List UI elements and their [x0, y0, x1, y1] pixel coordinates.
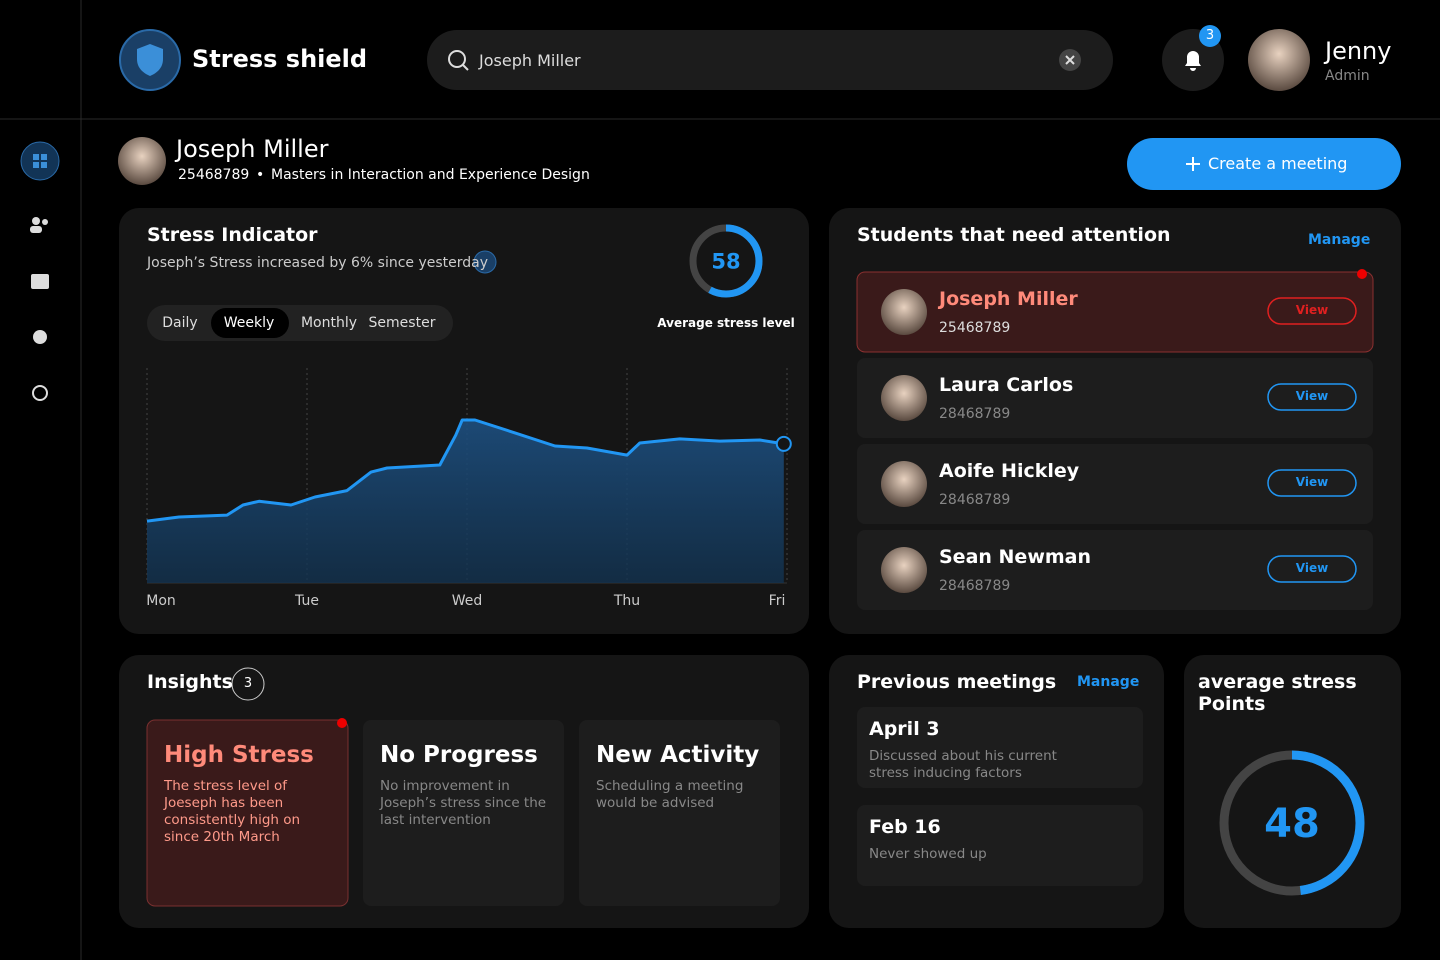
- area: [147, 420, 784, 583]
- profile-program: Masters in Interaction and Experience De…: [271, 167, 590, 183]
- student-avatar: [881, 547, 927, 593]
- student-id: 28468789: [939, 406, 1011, 422]
- student-name: Sean Newman: [939, 546, 1092, 568]
- view-label[interactable]: View: [1295, 389, 1329, 403]
- student-name: Aoife Hickley: [939, 460, 1080, 482]
- insight-title: New Activity: [596, 742, 760, 768]
- student-row: [857, 444, 1373, 524]
- student-name: Joseph Miller: [939, 288, 1078, 310]
- stress-title: Stress Indicator: [147, 224, 318, 246]
- gauge-arc: [689, 224, 763, 298]
- student-row: [857, 530, 1373, 610]
- user-avatar[interactable]: [1248, 29, 1310, 91]
- x-tick-label: Fri: [769, 593, 786, 609]
- search-text[interactable]: Joseph Miller: [479, 51, 581, 70]
- view-button[interactable]: [1267, 383, 1357, 411]
- badge-count: 3: [1205, 28, 1215, 43]
- insights-title: Insights: [147, 671, 233, 693]
- insight-card: [579, 720, 780, 906]
- x-tick-label: Thu: [613, 593, 640, 609]
- trend-icon: [473, 250, 497, 274]
- meetings-title: Previous meetings: [857, 671, 1057, 693]
- view-button[interactable]: [1267, 297, 1357, 325]
- student-row: [857, 358, 1373, 438]
- student-id: 25468789: [939, 320, 1011, 336]
- student-name: Laura Carlos: [939, 374, 1074, 396]
- bell-icon: [1185, 51, 1201, 71]
- tab[interactable]: Daily: [162, 315, 198, 331]
- badge: [1199, 25, 1221, 47]
- student-row: [856, 271, 1374, 353]
- insight-card: [363, 720, 564, 906]
- insight-text: Scheduling a meeting would be advised: [596, 778, 744, 811]
- meetings-card: [829, 655, 1164, 928]
- gauge-label: Average stress level: [657, 316, 795, 330]
- tab[interactable]: Semester: [368, 315, 436, 331]
- tab[interactable]: Monthly: [300, 315, 358, 331]
- nav-dashboard[interactable]: [20, 141, 60, 181]
- view-button[interactable]: [1267, 469, 1357, 497]
- alert-dot: [337, 718, 347, 728]
- alert-dot: [1357, 269, 1367, 279]
- view-label[interactable]: View: [1295, 561, 1329, 575]
- create-button[interactable]: [1127, 138, 1401, 190]
- insight-text: The stress level of Joeseph has been con…: [164, 778, 301, 845]
- view-label[interactable]: View: [1295, 475, 1329, 489]
- search-icon: [448, 50, 466, 68]
- x-tick-label: Mon: [146, 593, 176, 609]
- active-tab: [211, 308, 289, 338]
- insight-title: No Progress: [380, 742, 538, 768]
- student-id: 28468789: [939, 492, 1011, 508]
- meeting-card: [857, 707, 1143, 788]
- search-box[interactable]: [427, 30, 1113, 90]
- student-avatar: [881, 375, 927, 421]
- meeting-date: Feb 16: [869, 816, 941, 838]
- student-id: 28468789: [939, 578, 1011, 594]
- profile-name: Joseph Miller: [176, 135, 329, 163]
- meeting-text: Never showed up: [869, 846, 987, 862]
- insight-card: [146, 719, 349, 907]
- create-label[interactable]: Create a meeting: [1208, 154, 1348, 173]
- stress-subtitle: Joseph’s Stress increased by 6% since ye…: [147, 255, 489, 271]
- student-avatar: [881, 461, 927, 507]
- average-title: average stress Points: [1198, 671, 1357, 715]
- meeting-card: [857, 805, 1143, 886]
- tab[interactable]: Weekly: [223, 315, 275, 331]
- view-button[interactable]: [1267, 555, 1357, 583]
- nav-icons[interactable]: [30, 217, 49, 401]
- profile-avatar: [118, 137, 166, 185]
- insight-text: No improvement in Joseph’s stress since …: [380, 778, 547, 828]
- brand: Stress shield: [192, 45, 368, 73]
- view-label[interactable]: View: [1295, 303, 1329, 317]
- students-title: Students that need attention: [857, 224, 1171, 246]
- x-tick-label: Tue: [294, 593, 319, 609]
- insight-title: High Stress: [164, 742, 314, 768]
- line: [146, 418, 785, 523]
- shield-icon: [137, 44, 163, 76]
- students-manage[interactable]: Manage: [1308, 232, 1371, 248]
- separator: •: [256, 167, 265, 183]
- user-role: Admin: [1325, 68, 1370, 84]
- x-tick-label: Wed: [452, 593, 483, 609]
- count-circle: [231, 667, 265, 701]
- student-avatar: [881, 289, 927, 335]
- meetings-manage[interactable]: Manage: [1077, 674, 1140, 690]
- gauge-value: 48: [1264, 801, 1320, 847]
- meeting-date: April 3: [869, 718, 940, 740]
- user-name: Jenny: [1325, 37, 1392, 65]
- insights-count: 3: [243, 676, 253, 691]
- end-point: [775, 435, 792, 452]
- profile-id: 25468789: [178, 167, 250, 183]
- gauge-arc: [1219, 750, 1365, 896]
- gauge-value: 58: [711, 249, 740, 273]
- meeting-text: Discussed about his current stress induc…: [869, 748, 1057, 781]
